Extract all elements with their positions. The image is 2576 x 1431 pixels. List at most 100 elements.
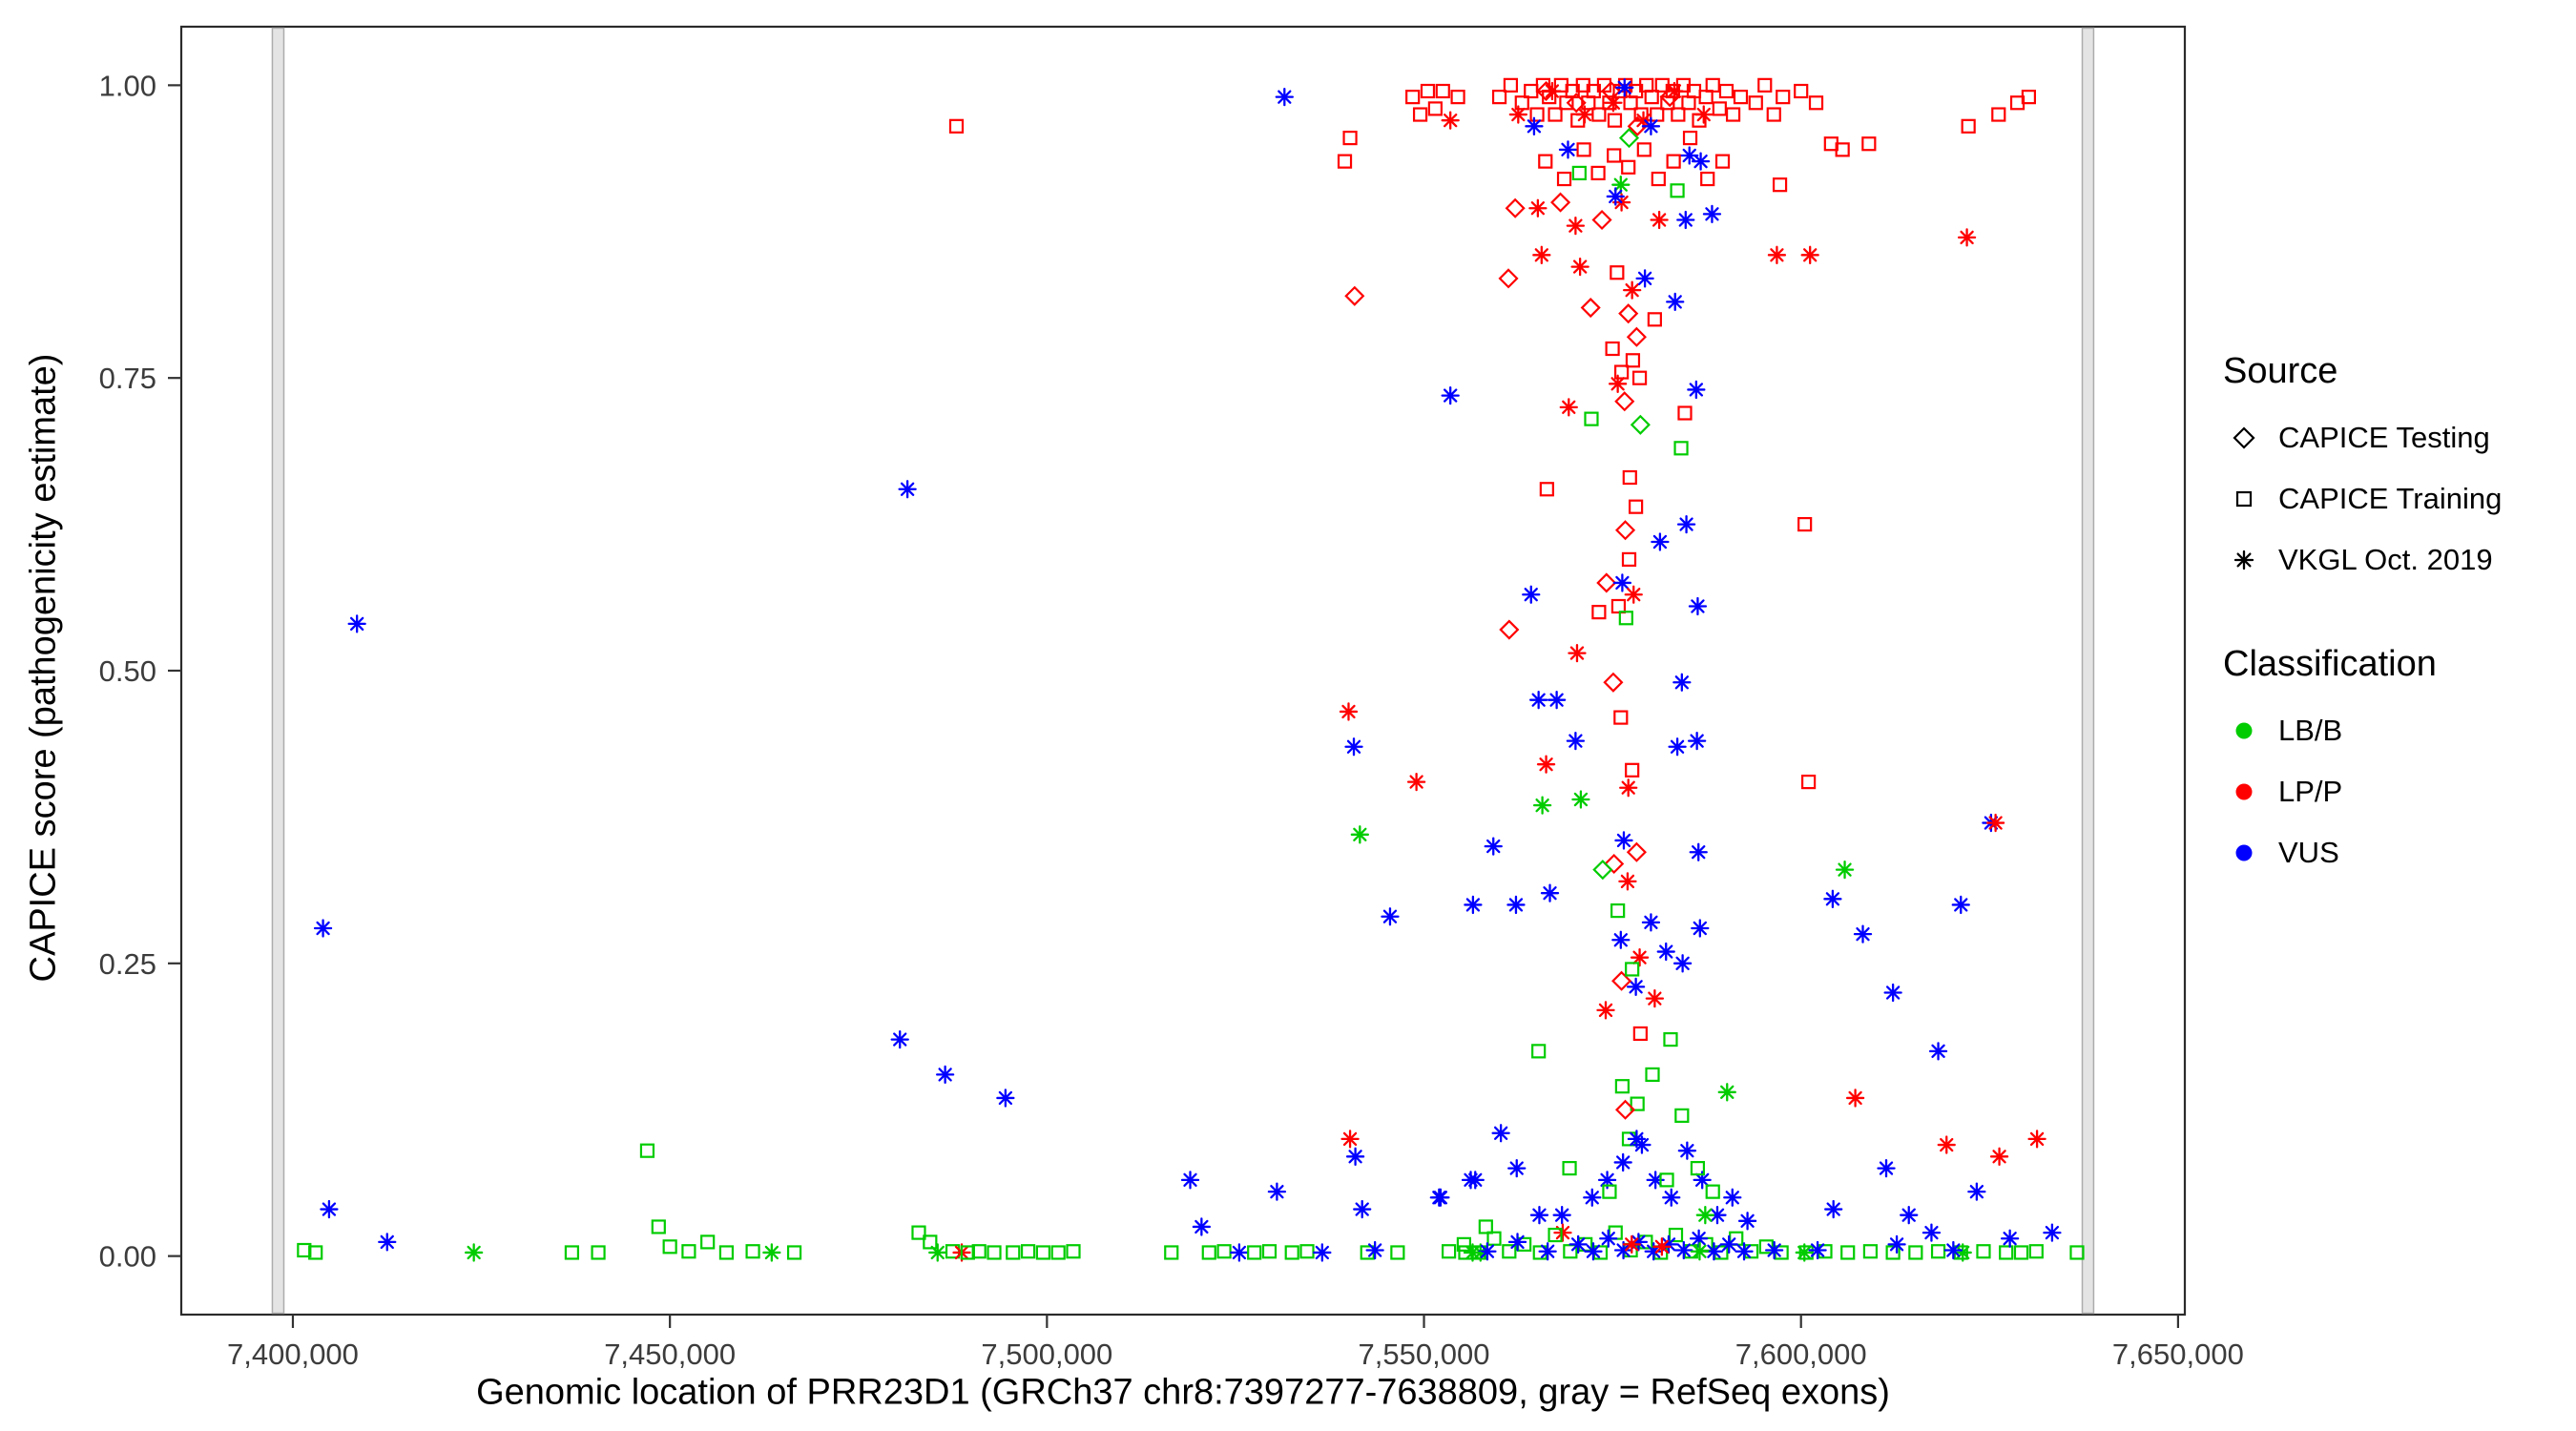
asterisk-ray [1554, 1208, 1569, 1222]
point-asterisk [1608, 374, 1628, 393]
point-asterisk [1835, 860, 1855, 880]
point-asterisk [1943, 1240, 1963, 1260]
point-asterisk [1672, 954, 1693, 973]
asterisk-ray [1674, 675, 1689, 690]
point-asterisk [762, 1243, 781, 1262]
point-asterisk [1702, 204, 1722, 224]
point-square [1647, 312, 1662, 327]
asterisk-ray [1696, 107, 1711, 122]
point-asterisk [1688, 596, 1708, 616]
asterisk-ray [1545, 84, 1560, 98]
asterisk-ray [1195, 1219, 1209, 1234]
asterisk-ray [1670, 739, 1685, 754]
asterisk-ray [1946, 1243, 1961, 1257]
point-square [1625, 353, 1641, 368]
point-asterisk [1441, 111, 1460, 130]
point-square [1772, 177, 1788, 193]
asterisk-ray [1740, 1213, 1755, 1228]
point-asterisk [1645, 988, 1665, 1008]
asterisk-ray [1625, 282, 1639, 298]
point-square [564, 1245, 580, 1260]
point-square [1976, 1244, 1991, 1259]
point-asterisk [1651, 532, 1670, 551]
point-square [1247, 1245, 1262, 1260]
asterisk-ray [1680, 1144, 1694, 1158]
asterisk-ray [1569, 646, 1585, 660]
asterisk-ray [1530, 201, 1546, 216]
asterisk-ray [1856, 926, 1870, 942]
asterisk-ray [1629, 980, 1643, 994]
legend-classification-title: Classification [2223, 644, 2437, 684]
refseq-exon-band [271, 27, 285, 1315]
asterisk-ray [322, 1202, 337, 1216]
asterisk-ray [938, 1068, 952, 1082]
point-diamond [1505, 197, 1526, 218]
point-square [1216, 1244, 1232, 1259]
asterisk-ray [1465, 898, 1481, 912]
asterisk-ray [1954, 898, 1968, 912]
asterisk-ray [1561, 142, 1575, 157]
asterisk-ray [1693, 921, 1707, 936]
asterisk-ray [1710, 1208, 1725, 1222]
point-square [1705, 1184, 1720, 1199]
point-asterisk [1381, 907, 1400, 926]
point-square [1621, 551, 1637, 568]
point-square [1690, 1160, 1706, 1176]
asterisk-ray [764, 1245, 779, 1260]
point-asterisk [1900, 1206, 1919, 1225]
legend-item-lb-b: LB/B [2223, 710, 2566, 752]
asterisk-ray [1692, 845, 1706, 860]
point-asterisk [1180, 1171, 1200, 1190]
point-asterisk [1529, 1206, 1549, 1225]
legend-classification-items: LB/B LP/P VUS [2223, 710, 2566, 874]
point-square [1614, 1079, 1630, 1094]
point-asterisk [1461, 1171, 1481, 1190]
point-diamond [1626, 326, 1647, 347]
asterisk-ray [1668, 295, 1682, 309]
point-square [1342, 130, 1358, 146]
point-asterisk [1406, 772, 1426, 792]
point-square [948, 118, 965, 134]
asterisk-ray [1577, 107, 1592, 122]
point-square [945, 1244, 961, 1259]
point-square [1610, 265, 1625, 280]
asterisk-ray [1720, 1085, 1735, 1099]
asterisk-ray [930, 1245, 945, 1260]
asterisk-ray [1848, 1090, 1862, 1106]
asterisk-ray [349, 616, 364, 632]
x-tick-label: 7,500,000 [981, 1338, 1112, 1371]
asterisk-ray [1826, 1202, 1840, 1216]
circle-icon [2235, 722, 2253, 739]
point-asterisk [1690, 1242, 1710, 1261]
point-square [786, 1245, 802, 1260]
asterisk-ray [1613, 933, 1628, 947]
refseq-exon-band [2081, 27, 2095, 1315]
point-asterisk [1345, 1147, 1365, 1166]
point-square [1491, 90, 1507, 105]
legend-item-label: CAPICE Testing [2278, 421, 2490, 454]
asterisk-ray [1676, 1243, 1691, 1257]
legend-item-label: LB/B [2278, 714, 2343, 747]
point-square [1798, 1245, 1814, 1260]
point-asterisk [1522, 585, 1541, 604]
point-asterisk [1887, 1234, 1906, 1255]
point-square [1602, 1184, 1617, 1199]
asterisk-ray [1464, 1172, 1478, 1188]
y-axis-title: CAPICE score (pathogenicity estimate) [23, 353, 64, 983]
point-square [1284, 1245, 1299, 1260]
point-square [911, 1225, 926, 1240]
point-asterisk [1615, 78, 1634, 97]
circle-icon [2235, 783, 2253, 800]
asterisk-ray [1601, 1232, 1615, 1246]
point-asterisk [1478, 1242, 1497, 1261]
y-tick-label: 0.00 [99, 1240, 156, 1274]
point-asterisk [1689, 842, 1708, 861]
point-square [1629, 499, 1644, 514]
point-square [1930, 1244, 1946, 1259]
point-square [960, 1245, 975, 1260]
asterisk-ray [1570, 1237, 1586, 1252]
asterisk-ray [1931, 1044, 1945, 1059]
point-asterisk [1344, 737, 1363, 757]
point-square [1797, 516, 1813, 532]
asterisk-ray [1183, 1172, 1197, 1188]
